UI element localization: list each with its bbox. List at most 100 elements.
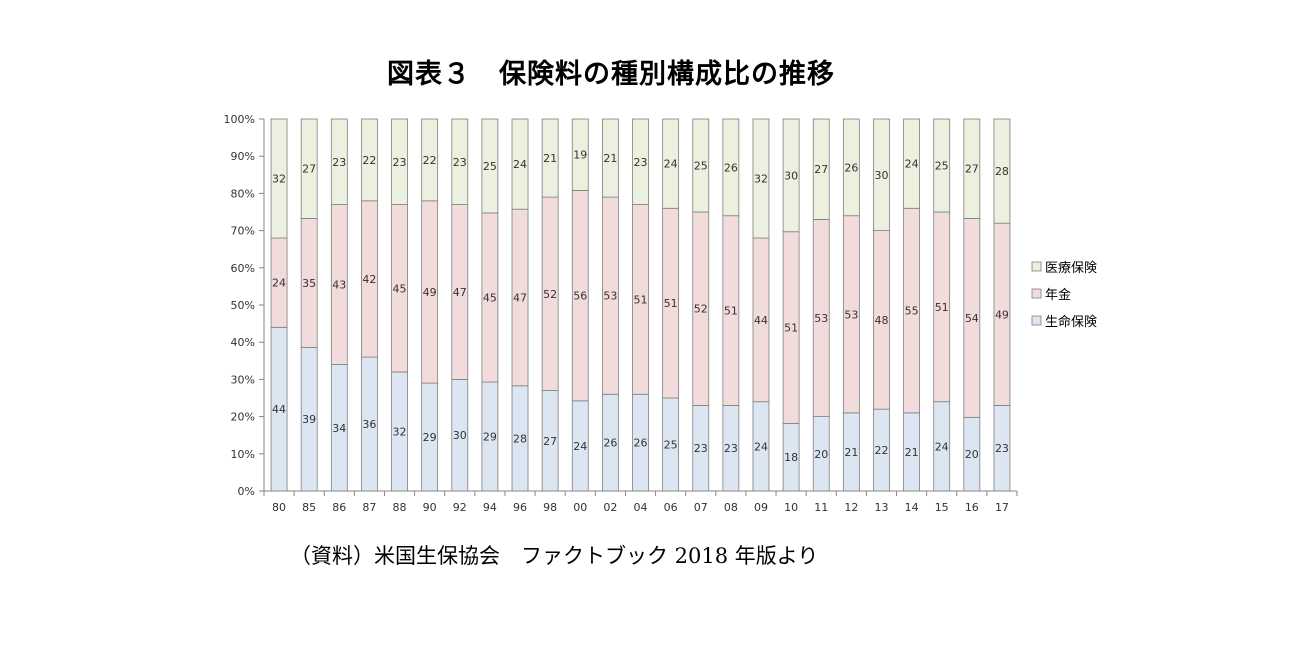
- x-tick-label: 07: [694, 501, 708, 514]
- data-label: 25: [664, 439, 678, 452]
- data-label: 27: [543, 435, 557, 448]
- data-label: 24: [573, 440, 587, 453]
- data-label: 51: [634, 293, 648, 306]
- bar-segment: [300, 118, 318, 219]
- data-label: 52: [543, 288, 557, 301]
- bar-segment: [601, 118, 619, 198]
- x-tick-label: 88: [393, 501, 407, 514]
- bar-segment: [391, 118, 408, 205]
- bar-segment: [903, 118, 920, 209]
- data-label: 23: [332, 156, 346, 169]
- data-label: 26: [844, 161, 858, 174]
- x-tick-label: 00: [573, 501, 587, 514]
- data-label: 24: [664, 158, 678, 171]
- data-label: 44: [272, 403, 286, 416]
- bar-segment: [571, 118, 589, 191]
- data-label: 23: [453, 156, 467, 169]
- y-tick-label: 10%: [231, 448, 255, 461]
- bar-segment: [752, 118, 770, 239]
- data-label: 53: [603, 290, 617, 303]
- data-label: 32: [754, 173, 768, 186]
- data-label: 49: [995, 308, 1009, 321]
- data-label: 51: [935, 301, 949, 314]
- chart-bars: [270, 118, 1011, 492]
- data-label: 21: [603, 152, 617, 165]
- legend-label: 生命保険: [1045, 314, 1097, 330]
- data-label: 52: [694, 303, 708, 316]
- data-label: 30: [453, 429, 467, 442]
- data-label: 42: [362, 273, 376, 286]
- x-tick-label: 90: [423, 501, 437, 514]
- data-label: 29: [423, 431, 437, 444]
- legend-swatch: [1031, 288, 1042, 299]
- data-label: 22: [423, 154, 437, 167]
- data-label: 19: [573, 149, 587, 162]
- data-label: 30: [874, 169, 888, 182]
- y-tick-label: 30%: [231, 373, 255, 386]
- data-label: 23: [724, 442, 738, 455]
- data-label: 26: [603, 437, 617, 450]
- bar-segment: [270, 118, 288, 239]
- y-tick-label: 60%: [231, 262, 255, 275]
- legend-label: 医療保険: [1045, 261, 1097, 276]
- bar-segment: [782, 118, 800, 233]
- legend-swatch: [1031, 261, 1042, 272]
- x-tick-label: 87: [362, 501, 376, 514]
- bar-segment: [722, 118, 740, 217]
- bar-segment: [632, 118, 649, 205]
- data-label: 24: [935, 440, 949, 453]
- data-label: 26: [724, 161, 738, 174]
- data-label: 56: [573, 290, 587, 303]
- data-label: 21: [543, 152, 557, 165]
- legend-label: 年金: [1045, 287, 1071, 303]
- bar-segment: [421, 118, 439, 202]
- data-label: 23: [694, 442, 708, 455]
- x-tick-label: 12: [844, 501, 858, 514]
- bar-segment: [842, 118, 860, 217]
- y-tick-label: 0%: [238, 485, 255, 498]
- x-tick-label: 02: [603, 501, 617, 514]
- x-tick-label: 06: [664, 501, 678, 514]
- data-label: 44: [754, 314, 768, 327]
- data-label: 35: [302, 277, 316, 290]
- data-label: 25: [694, 160, 708, 173]
- data-label: 54: [965, 312, 979, 325]
- x-tick-label: 15: [935, 501, 949, 514]
- x-tick-label: 04: [634, 501, 648, 514]
- data-label: 20: [965, 448, 979, 461]
- bar-segment: [511, 118, 529, 210]
- y-tick-label: 70%: [231, 225, 255, 238]
- data-label: 27: [965, 163, 979, 176]
- data-label: 21: [905, 446, 919, 459]
- source-note: （資料）米国生保協会 ファクトブック 2018 年版より: [290, 544, 819, 568]
- data-label: 18: [784, 451, 798, 464]
- x-tick-label: 94: [483, 501, 497, 514]
- data-label: 53: [814, 312, 828, 325]
- data-label: 27: [814, 163, 828, 176]
- y-tick-label: 40%: [231, 336, 255, 349]
- data-label: 51: [784, 322, 798, 335]
- data-label: 39: [302, 413, 316, 426]
- data-label: 55: [905, 305, 919, 318]
- bar-segment: [873, 118, 890, 231]
- x-tick-label: 85: [302, 501, 316, 514]
- data-label: 43: [332, 279, 346, 292]
- data-label: 36: [362, 418, 376, 431]
- data-label: 47: [513, 291, 527, 304]
- data-label: 23: [995, 442, 1009, 455]
- chart-data-labels: 44 24 32 39 35 27 34 43 23 36 42 22 32 45 23 29 49 22 30 47…: [272, 149, 1009, 464]
- x-tick-label: 80: [272, 501, 286, 514]
- x-tick-label: 08: [724, 501, 738, 514]
- bar-segment: [541, 118, 559, 198]
- data-label: 28: [995, 165, 1009, 178]
- data-label: 27: [302, 163, 316, 176]
- x-tick-label: 16: [965, 501, 979, 514]
- y-tick-label: 90%: [231, 150, 255, 163]
- data-label: 26: [634, 437, 648, 450]
- bar-segment: [993, 118, 1011, 224]
- data-label: 32: [272, 173, 286, 186]
- bar-segment: [963, 118, 981, 219]
- data-label: 20: [814, 448, 828, 461]
- chart-title: 図表３ 保険料の種別構成比の推移: [387, 59, 835, 90]
- data-label: 21: [844, 446, 858, 459]
